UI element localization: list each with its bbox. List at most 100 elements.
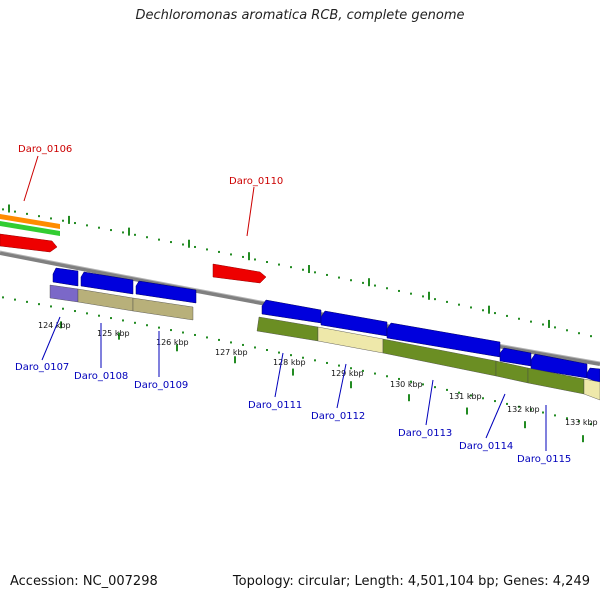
- minor-tick: [434, 298, 436, 301]
- minor-tick: [398, 377, 400, 380]
- minor-tick: [26, 300, 28, 303]
- minor-tick: [518, 405, 520, 408]
- gene-label-leader: [41, 316, 61, 361]
- minor-tick: [590, 335, 592, 338]
- minor-tick: [470, 394, 472, 397]
- minor-tick: [278, 351, 280, 354]
- minor-tick: [386, 287, 388, 290]
- minor-tick: [26, 212, 28, 215]
- minor-tick: [2, 296, 4, 299]
- cog-track-segment: [132, 297, 194, 321]
- minor-tick: [182, 243, 184, 246]
- cds-arrow-Daro_0110: [212, 263, 267, 284]
- minor-tick: [170, 241, 172, 244]
- minor-tick: [194, 245, 196, 248]
- minor-tick: [374, 372, 376, 375]
- minor-tick: [2, 208, 4, 211]
- minor-tick: [146, 324, 148, 327]
- minor-tick: [350, 367, 352, 370]
- gene-label-leader: [336, 363, 347, 409]
- gene-label-leader: [23, 155, 39, 202]
- major-tick: [368, 278, 370, 287]
- cog-track-segment: [583, 378, 600, 401]
- minor-tick: [422, 383, 424, 386]
- minor-tick: [386, 375, 388, 378]
- minor-tick: [74, 310, 76, 313]
- tick-label: 130 kbp: [390, 380, 423, 389]
- minor-tick: [86, 224, 88, 227]
- minor-tick: [518, 317, 520, 320]
- minor-tick: [158, 326, 160, 329]
- minor-tick: [362, 369, 364, 372]
- major-tick: [548, 319, 550, 328]
- major-tick: [466, 407, 468, 415]
- gene-label-leader: [485, 393, 506, 439]
- minor-tick: [278, 263, 280, 266]
- tick-label: 129 kbp: [331, 369, 364, 378]
- minor-tick: [458, 303, 460, 306]
- major-tick: [524, 421, 526, 429]
- major-tick: [488, 305, 490, 314]
- minor-tick: [314, 271, 316, 274]
- minor-tick: [158, 238, 160, 241]
- gene-label-Daro_0109: Daro_0109: [134, 380, 188, 391]
- minor-tick: [110, 317, 112, 320]
- minor-tick: [242, 343, 244, 346]
- minor-tick: [50, 217, 52, 220]
- minor-tick: [122, 319, 124, 322]
- minor-tick: [266, 261, 268, 264]
- minor-tick: [254, 346, 256, 349]
- forward-cds-arrow: [586, 367, 600, 384]
- forward-cds-arrow: [530, 353, 588, 379]
- minor-tick: [338, 276, 340, 279]
- minor-tick: [446, 388, 448, 391]
- gene-labels: Daro_0106 Daro_0107 Daro_0108 Daro_0109 Daro…: [15, 144, 571, 465]
- minor-tick: [194, 333, 196, 336]
- minor-tick: [362, 281, 364, 284]
- minor-tick: [302, 356, 304, 359]
- gene-label-Daro_0115: Daro_0115: [517, 454, 571, 465]
- tick-label: 127 kbp: [215, 348, 248, 357]
- minor-tick: [554, 326, 556, 329]
- major-tick: [350, 381, 352, 389]
- minor-tick: [14, 298, 16, 301]
- minor-tick: [422, 295, 424, 298]
- major-tick: [188, 239, 190, 248]
- minor-tick: [326, 361, 328, 364]
- minor-tick: [410, 292, 412, 295]
- tick-label: 124 kbp: [38, 321, 71, 330]
- minor-tick: [254, 258, 256, 261]
- major-tick: [118, 332, 120, 340]
- major-tick: [248, 252, 250, 261]
- minor-tick: [218, 250, 220, 253]
- minor-tick: [290, 266, 292, 269]
- minor-tick: [530, 320, 532, 323]
- minor-tick: [494, 400, 496, 403]
- major-tick: [8, 204, 10, 213]
- accession-text: Accession: NC_007298: [10, 574, 158, 589]
- major-tick: [60, 321, 62, 329]
- minor-tick: [38, 215, 40, 218]
- minor-tick: [98, 314, 100, 317]
- cds-arrow-Daro_0106: [0, 233, 58, 253]
- gene-label-leader: [425, 379, 434, 426]
- minor-tick: [566, 329, 568, 332]
- cog-track: [49, 284, 600, 401]
- minor-tick: [206, 248, 208, 251]
- major-tick: [292, 368, 294, 376]
- forward-cds-arrow: [80, 271, 134, 295]
- minor-tick: [146, 236, 148, 239]
- major-tick: [128, 227, 130, 236]
- minor-tick: [326, 273, 328, 276]
- gene-label-leader: [246, 186, 255, 237]
- minor-tick: [170, 329, 172, 332]
- minor-tick: [266, 349, 268, 352]
- forward-cds-arrow: [52, 267, 79, 287]
- minor-tick: [302, 268, 304, 271]
- minor-tick: [110, 229, 112, 232]
- minor-tick: [482, 397, 484, 400]
- minor-tick: [398, 289, 400, 292]
- major-tick: [234, 356, 236, 364]
